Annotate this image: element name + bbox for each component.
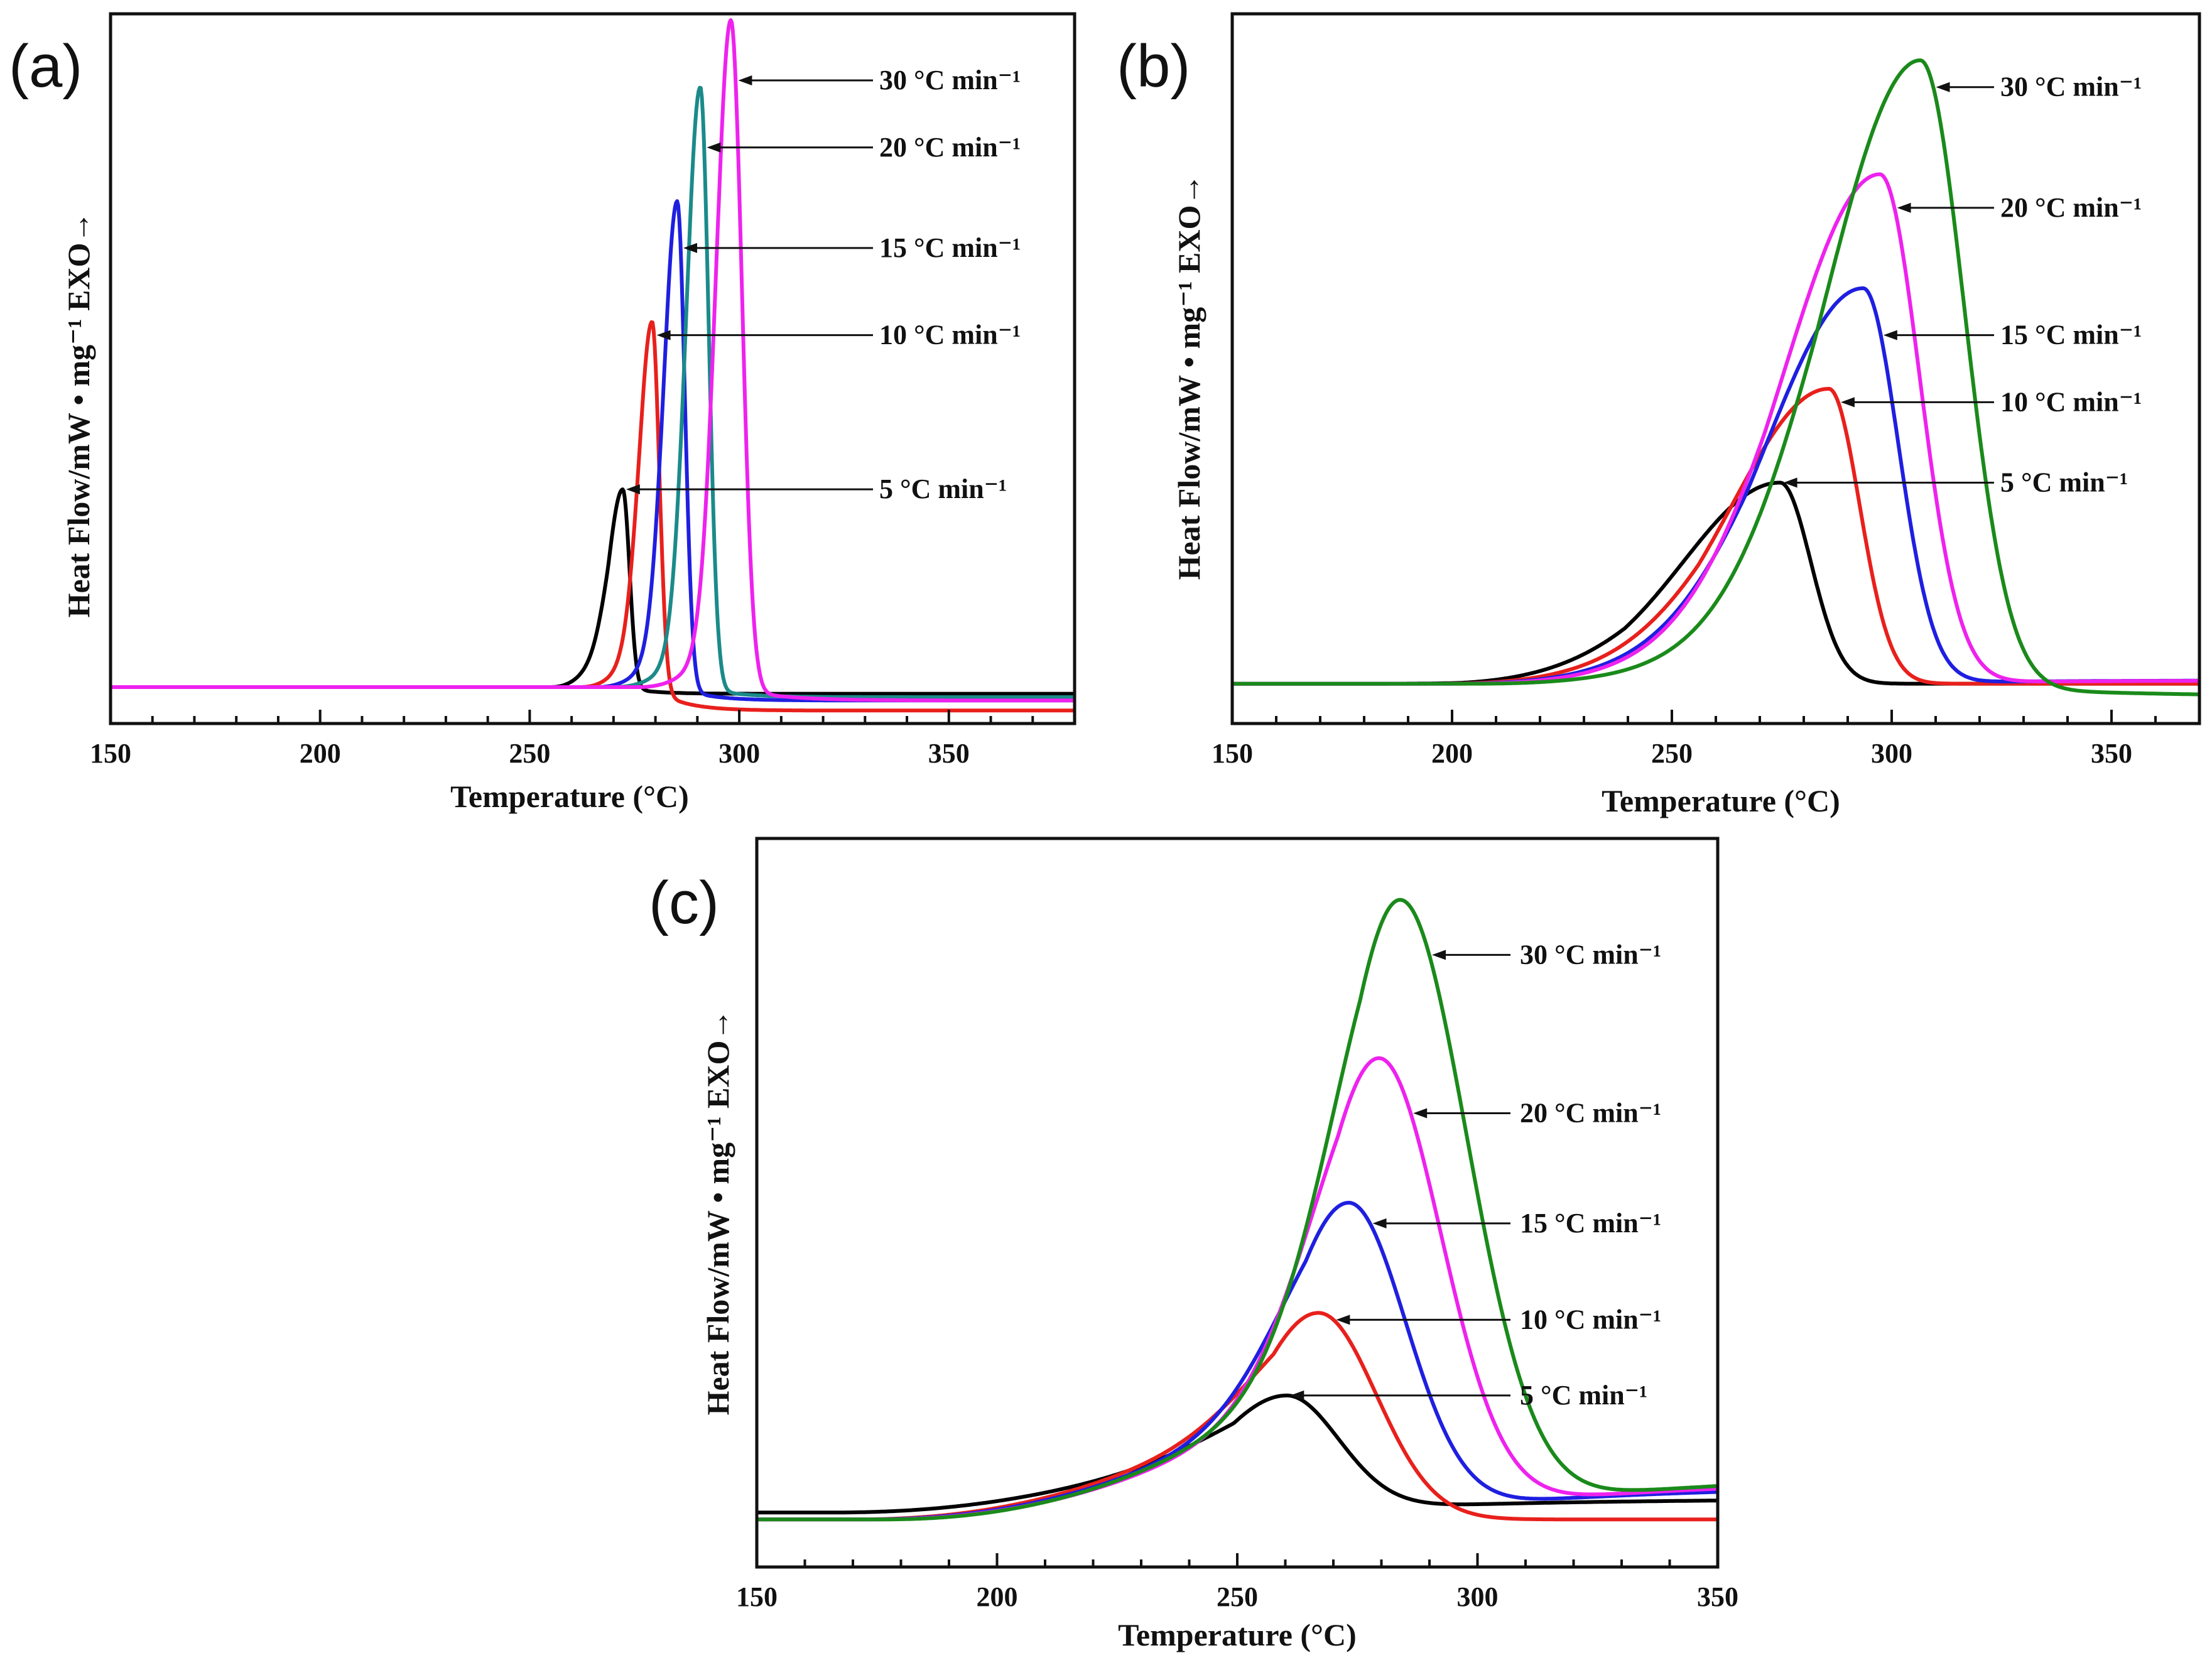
panel-a-ylabel: Heat Flow/mW • mg⁻¹ EXO→ [61, 212, 96, 618]
annotation-arrowhead [656, 330, 671, 340]
annotation-label: 20 °C min⁻¹ [2000, 192, 2142, 223]
annotation-arrowhead [1936, 82, 1950, 92]
annotation-label: 20 °C min⁻¹ [1520, 1098, 1661, 1129]
x-tick-label: 200 [1431, 738, 1473, 769]
panel-a: (a) Heat Flow/mW • mg⁻¹ EXO→ Temperature… [9, 12, 1076, 814]
x-tick-label: 250 [509, 738, 550, 769]
x-tick-label: 150 [90, 738, 131, 769]
panel-b-plot [1231, 58, 2201, 697]
annotation-arrowhead [683, 242, 697, 253]
x-tick-label: 350 [1697, 1581, 1738, 1612]
annotation-arrowhead [1290, 1390, 1304, 1401]
panel-a-plot [109, 18, 1076, 713]
annotation-arrowhead [1413, 1108, 1428, 1119]
annotation-label: 5 °C min⁻¹ [2000, 467, 2128, 497]
annotation-arrowhead [707, 142, 721, 153]
panel-c-letter: (c) [649, 869, 719, 936]
panel-c: (c) Heat Flow/mW • mg⁻¹ EXO→ Temperature… [649, 837, 1738, 1652]
annotation-arrowhead [1897, 202, 1911, 213]
annotation-label: 5 °C min⁻¹ [1520, 1380, 1647, 1411]
annotation-label: 15 °C min⁻¹ [2000, 320, 2142, 350]
panel-c-ylabel: Heat Flow/mW • mg⁻¹ EXO→ [700, 1009, 735, 1416]
x-tick-label: 300 [1457, 1581, 1499, 1612]
panel-b: (b) Heat Flow/mW • mg⁻¹ EXO→ Temperature… [1117, 12, 2201, 818]
annotation-label: 15 °C min⁻¹ [1520, 1208, 1661, 1239]
series-line [756, 1393, 1719, 1515]
annotation-arrowhead [1372, 1218, 1387, 1228]
annotation-label: 10 °C min⁻¹ [879, 320, 1021, 350]
annotation-label: 30 °C min⁻¹ [2000, 72, 2142, 102]
annotation-arrowhead [626, 484, 640, 495]
annotation-label: 10 °C min⁻¹ [2000, 386, 2142, 417]
annotation-label: 5 °C min⁻¹ [879, 474, 1007, 504]
series-line [756, 897, 1719, 1522]
panel-c-xlabel: Temperature (°C) [1118, 1617, 1357, 1652]
panel-a-letter: (a) [9, 33, 82, 100]
x-tick-label: 350 [2091, 738, 2132, 769]
annotation-arrowhead [1432, 950, 1446, 960]
annotation-label: 15 °C min⁻¹ [879, 232, 1021, 263]
annotation-label: 30 °C min⁻¹ [879, 65, 1021, 95]
panel-a-frame [109, 12, 1076, 725]
annotation-arrowhead [1840, 397, 1855, 408]
x-tick-label: 300 [718, 738, 760, 769]
annotation-arrowhead [1783, 477, 1797, 488]
panel-b-ylabel: Heat Flow/mW • mg⁻¹ EXO→ [1171, 174, 1206, 580]
panel-c-plot [756, 897, 1719, 1522]
annotation-label: 20 °C min⁻¹ [879, 132, 1021, 163]
annotation-label: 10 °C min⁻¹ [1520, 1304, 1661, 1335]
x-tick-label: 150 [736, 1581, 778, 1612]
x-tick-label: 200 [977, 1581, 1018, 1612]
x-tick-label: 250 [1217, 1581, 1258, 1612]
panel-b-letter: (b) [1117, 33, 1190, 100]
annotation-arrowhead [1883, 330, 1897, 340]
annotation-arrowhead [738, 75, 752, 86]
x-tick-label: 150 [1212, 738, 1253, 769]
x-tick-label: 300 [1871, 738, 1912, 769]
panel-b-xlabel: Temperature (°C) [1602, 783, 1840, 818]
series-line [109, 18, 1076, 703]
annotation-arrowhead [1336, 1315, 1350, 1325]
x-tick-label: 350 [928, 738, 970, 769]
panel-a-xlabel: Temperature (°C) [450, 779, 689, 814]
x-tick-label: 250 [1651, 738, 1693, 769]
annotation-label: 30 °C min⁻¹ [1520, 939, 1661, 970]
series-line [1231, 58, 2201, 697]
x-tick-label: 200 [300, 738, 341, 769]
